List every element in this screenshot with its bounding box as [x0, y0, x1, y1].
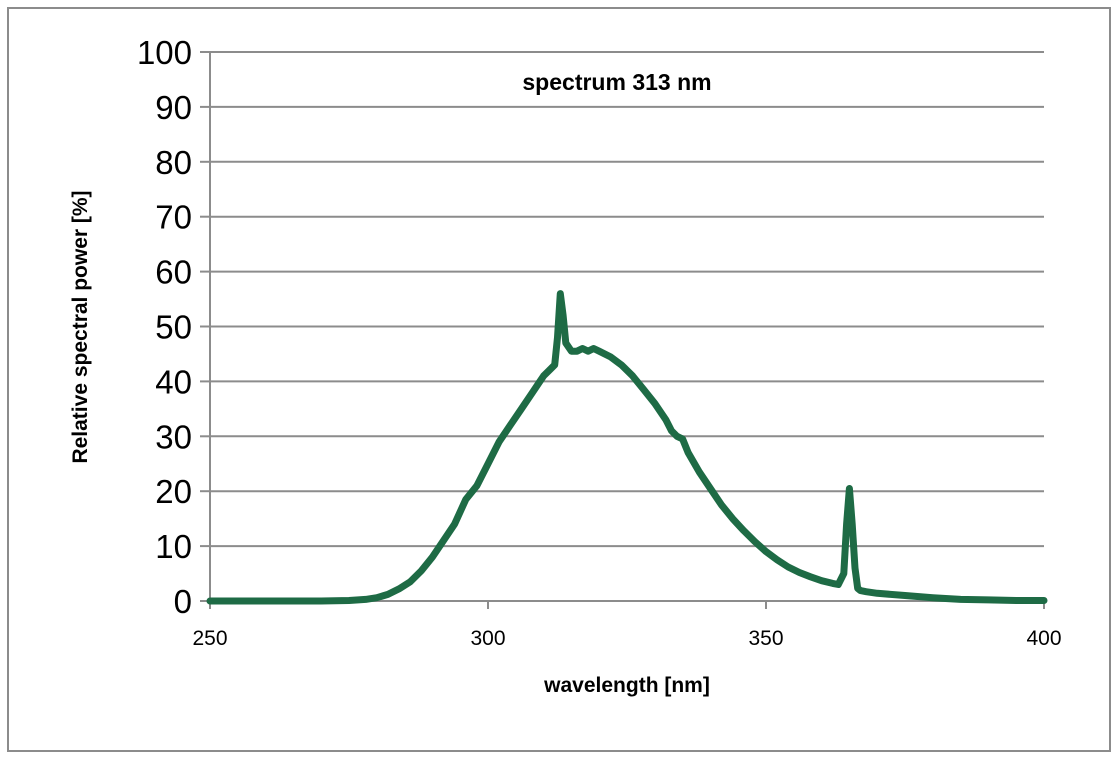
y-tick-label: 60 — [155, 254, 192, 291]
chart-frame — [7, 7, 1111, 752]
x-axis-label: wavelength [nm] — [543, 674, 710, 697]
y-axis-ticks: 0 10 20 30 40 50 60 70 80 90 100 — [137, 34, 210, 620]
y-tick-label: 90 — [155, 89, 192, 126]
x-tick-label: 300 — [470, 627, 505, 650]
x-tick-label: 250 — [192, 627, 227, 650]
y-tick-label: 10 — [155, 528, 192, 565]
y-tick-label: 100 — [137, 34, 192, 71]
series-group — [206, 290, 1048, 605]
chart-title: spectrum 313 nm — [522, 69, 711, 95]
x-tick-label: 400 — [1026, 627, 1061, 650]
y-tick-label: 0 — [174, 583, 192, 620]
y-tick-label: 20 — [155, 473, 192, 510]
x-axis-ticks: 250 300 350 400 — [192, 601, 1062, 650]
y-tick-label: 50 — [155, 309, 192, 346]
y-tick-label: 40 — [155, 363, 192, 400]
y-tick-label: 70 — [155, 199, 192, 236]
y-axis-label: Relative spectral power [%] — [69, 190, 92, 463]
x-tick-label: 350 — [748, 627, 783, 650]
gridlines — [210, 51, 1044, 548]
series-line-0 — [206, 290, 1048, 605]
y-tick-label: 30 — [155, 418, 192, 455]
y-tick-label: 80 — [155, 144, 192, 181]
